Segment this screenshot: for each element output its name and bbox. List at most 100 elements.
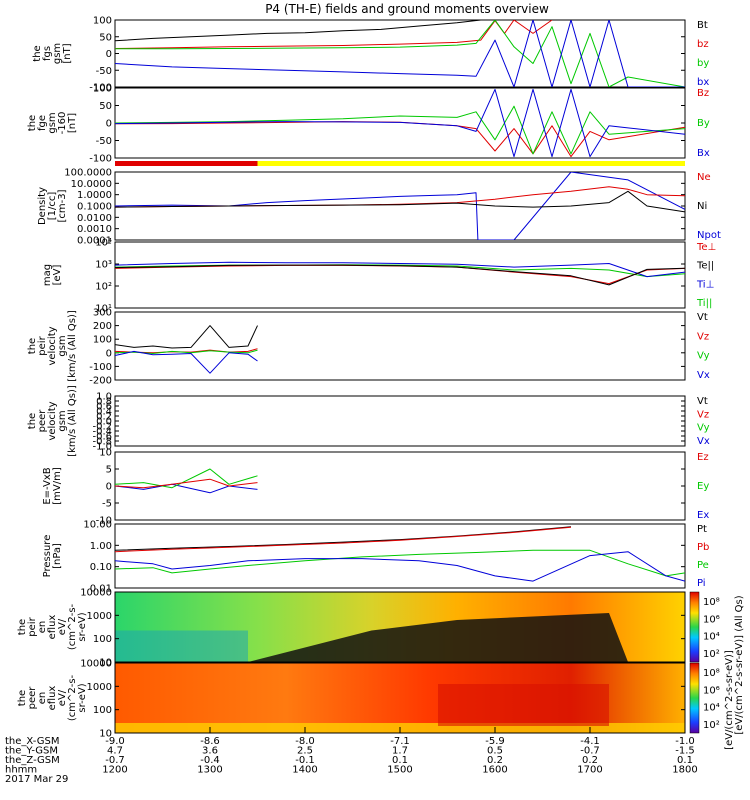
- y-axis-label-line: peir: [37, 335, 48, 355]
- y-tick-label: 0.1000: [77, 202, 112, 213]
- y-axis-label-line: [cm-3]: [57, 189, 68, 222]
- legend-Pt: Pt: [697, 524, 707, 535]
- y-axis-label-line: velocity: [47, 326, 58, 365]
- x-tick-label: 2.5: [297, 746, 313, 757]
- y-tick-label: 0: [106, 348, 112, 359]
- x-tick-label: -1.0: [675, 736, 695, 747]
- y-tick-label: 0.10: [90, 562, 112, 573]
- y-axis-label-line: [km/s (All Qs)]: [67, 385, 78, 457]
- y-axis-label-line: peer: [37, 409, 48, 433]
- y-axis-label-line: Pressure: [42, 535, 53, 578]
- panel-peir_spec: 10000 1000 100 10 thepeirenefluxeV/(cm^2-s-s…: [17, 588, 686, 669]
- series-Ey: [115, 468, 258, 489]
- y-axis-label: thefgegsm-160[nT]: [27, 112, 78, 135]
- y-tick-label: 0.0100: [77, 213, 112, 224]
- y-tick-label: 10²: [95, 282, 112, 293]
- y-axis-label: Pressure[nPa]: [42, 535, 63, 578]
- y-tick-label: -5: [102, 499, 112, 510]
- legend-Bx: Bx: [697, 148, 710, 159]
- y-axis-label-line: mag: [42, 264, 53, 286]
- x-row-label: hhmm: [5, 765, 37, 776]
- y-tick-label: 0.0001: [77, 236, 112, 247]
- series-Pb: [115, 526, 572, 553]
- y-axis-label-line: [nT]: [62, 43, 73, 63]
- legend-Pi: Pi: [697, 578, 706, 589]
- y-axis-label-line: eflux: [47, 615, 58, 640]
- x-row-label: the_Z-GSM: [5, 755, 60, 766]
- y-tick-label: 10000: [80, 659, 112, 670]
- y-axis-label-line: velocity: [47, 401, 58, 440]
- y-tick-label: 100: [93, 335, 112, 346]
- y-tick-label: -1.0: [92, 442, 112, 453]
- y-tick-label: 0: [106, 49, 112, 60]
- panel-frame: [114, 523, 686, 589]
- x-tick-label: -8.6: [200, 736, 220, 747]
- heatmap-dark-region: [115, 613, 685, 662]
- y-tick-label: 10: [99, 448, 112, 459]
- colorbar-upper: [689, 591, 700, 663]
- colorbar-tick-label: 10²: [703, 649, 720, 660]
- panel-efield: 10 5 0 -5 -10 E=-VxB[mV/m] Ez Ey Ex: [42, 448, 709, 527]
- y-axis-label-line: -160: [57, 112, 68, 135]
- y-axis-label-line: peir: [27, 616, 38, 636]
- y-axis-label-line: [nPa]: [52, 543, 63, 569]
- y-axis-label: thefgsgsm[nT]: [32, 43, 73, 64]
- y-tick-label: 50: [99, 32, 112, 43]
- y-axis-label-line: E=-VxB: [42, 467, 53, 504]
- panel-frame: [114, 311, 686, 381]
- y-axis-label-line: gsm: [57, 410, 68, 431]
- y-tick-label: 10: [99, 729, 112, 740]
- y-tick-label: 100: [93, 634, 112, 645]
- y-axis-label-line: (cm^2-s-: [67, 674, 78, 721]
- heatmap-teal-region: [115, 630, 248, 662]
- y-axis-label: E=-VxB[mV/m]: [42, 467, 63, 505]
- x-tick-label: -4.1: [580, 736, 600, 747]
- y-axis-label-line: the: [17, 619, 28, 635]
- y-tick-label: -50: [96, 66, 112, 77]
- y-tick-label: 0: [106, 482, 112, 493]
- colorbar-label: [eV/(cm^2-s-sr-eV)] (All Qs): [734, 595, 745, 734]
- y-tick-label: -0.6: [92, 432, 112, 443]
- y-axis-label-line: peer: [27, 686, 38, 710]
- y-tick-label: 0.2: [96, 412, 112, 423]
- y-tick-label: 0: [106, 119, 112, 130]
- series-Vx: [115, 350, 258, 374]
- legend-Ex: Ex: [697, 510, 709, 521]
- series-Pt: [115, 526, 572, 551]
- x-tick-label: -0.7: [105, 755, 125, 766]
- y-axis-label: mag[eV]: [42, 264, 63, 286]
- x-row-label: the_Y-GSM: [5, 746, 58, 757]
- x-tick-label: 1500: [387, 765, 412, 776]
- y-axis-label-line: eflux: [47, 686, 58, 711]
- series-Bt: [115, 20, 685, 42]
- y-tick-label: 10¹: [95, 304, 112, 315]
- heatmap-high-region: [438, 684, 609, 726]
- date-label: 2017 Mar 29: [5, 774, 68, 785]
- status-bar-red: [115, 161, 258, 166]
- x-tick-label: 0.1: [392, 755, 408, 766]
- y-tick-label: -100: [89, 154, 112, 165]
- y-tick-label: 0.0: [96, 417, 112, 428]
- panel-density: 100.000010.00001.00000.10000.01000.00100…: [37, 168, 721, 247]
- y-tick-label: 1.0: [96, 392, 112, 403]
- y-axis-label-line: eV/: [57, 689, 68, 706]
- x-tick-label: -8.0: [295, 736, 315, 747]
- y-axis-label-line: (cm^2-s-: [67, 603, 78, 650]
- y-axis-label-line: the: [27, 338, 38, 354]
- colorbar-tick-label: 10⁸: [703, 597, 720, 608]
- y-axis-label-line: [km/s (All Qs)]: [67, 310, 78, 382]
- series-Bx: [115, 88, 685, 158]
- status-bar-group: [115, 161, 685, 166]
- x-tick-label: -0.1: [295, 755, 315, 766]
- x-tick-label: 1200: [102, 765, 127, 776]
- x-tick-label: 0.2: [487, 755, 503, 766]
- y-tick-label: -50: [96, 136, 112, 147]
- panel-frame: [114, 451, 686, 521]
- legend-Vt: Vt: [697, 396, 708, 407]
- series-Ti: [115, 261, 685, 278]
- legend-Ey: Ey: [697, 481, 709, 492]
- y-tick-label: 10000: [80, 588, 112, 599]
- x-tick-label: 1400: [292, 765, 317, 776]
- colorbar-tick-label: 10⁸: [703, 668, 720, 679]
- panel-temp: 10⁴ 10³ 10² 10¹ mag[eV] Te⊥ Te|| Ti⊥ Ti||: [42, 238, 716, 315]
